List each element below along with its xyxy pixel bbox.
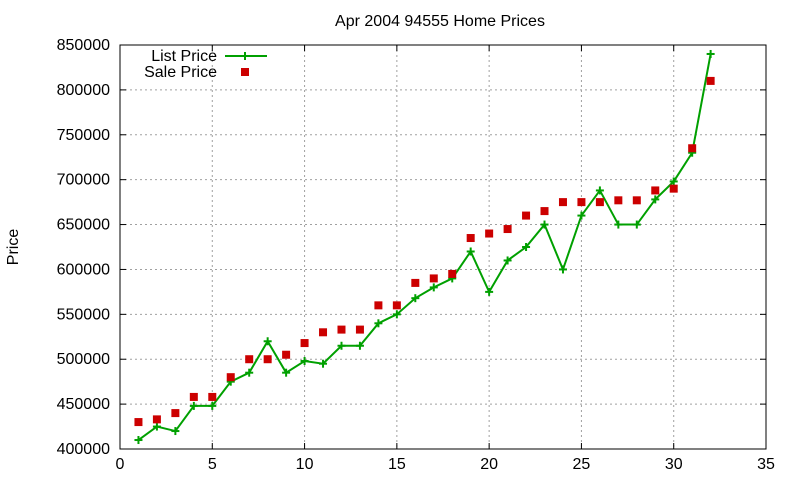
data-point xyxy=(706,49,715,58)
x-tick-label: 30 xyxy=(665,456,683,473)
data-point xyxy=(300,357,309,366)
data-point xyxy=(632,220,641,229)
data-point xyxy=(540,220,549,229)
data-point xyxy=(263,337,272,346)
data-point xyxy=(134,418,143,427)
y-tick-label: 850000 xyxy=(57,37,110,54)
data-point xyxy=(614,220,623,229)
data-point xyxy=(134,436,143,445)
series-list-price xyxy=(134,49,715,445)
y-tick-label: 600000 xyxy=(57,261,110,278)
plot-frame xyxy=(119,44,767,450)
data-point xyxy=(392,310,401,319)
data-point xyxy=(300,339,309,348)
y-tick-label: 550000 xyxy=(57,306,110,323)
x-tick-label: 0 xyxy=(116,456,125,473)
data-point xyxy=(540,207,549,216)
data-point xyxy=(503,256,512,265)
x-tick-label: 35 xyxy=(757,456,775,473)
data-point xyxy=(466,247,475,256)
axis-layer: 0 5 10 15 20 25 30 35 400000 450000 500000 550000 60… xyxy=(57,37,775,473)
x-tick-label: 15 xyxy=(388,456,406,473)
data-point xyxy=(651,186,660,195)
data-point xyxy=(706,76,715,85)
y-axis-label: Price xyxy=(5,229,22,266)
data-point xyxy=(226,373,235,382)
data-point xyxy=(319,359,328,368)
data-point xyxy=(245,368,254,377)
series-layer xyxy=(134,49,715,445)
data-point xyxy=(374,319,383,328)
data-point xyxy=(669,184,678,193)
data-point xyxy=(429,274,438,283)
y-tick-label: 450000 xyxy=(57,396,110,413)
legend-marker xyxy=(241,52,249,60)
y-tick-label: 500000 xyxy=(57,351,110,368)
data-point xyxy=(171,409,180,418)
data-point xyxy=(189,392,198,401)
data-point xyxy=(595,198,604,207)
data-point xyxy=(208,392,217,401)
data-point xyxy=(429,283,438,292)
data-point xyxy=(522,243,531,251)
data-point xyxy=(171,427,180,436)
data-point xyxy=(319,328,328,337)
data-point xyxy=(355,341,364,350)
data-point xyxy=(485,287,494,296)
x-tick-label: 5 xyxy=(208,456,217,473)
x-tick-label: 25 xyxy=(573,456,591,473)
chart-title: Apr 2004 94555 Home Prices xyxy=(335,13,545,30)
y-tick-label: 650000 xyxy=(57,217,110,234)
series-sale-price xyxy=(134,76,715,427)
data-point xyxy=(337,325,346,334)
data-point xyxy=(688,144,697,153)
legend-label: List Price xyxy=(151,48,217,65)
grid-layer xyxy=(120,45,766,449)
data-point xyxy=(558,265,567,274)
data-point xyxy=(651,195,660,204)
data-point xyxy=(411,278,420,287)
y-tick-label: 400000 xyxy=(57,441,110,458)
data-point xyxy=(485,229,494,238)
data-point xyxy=(411,294,420,303)
data-point xyxy=(245,355,254,364)
data-point xyxy=(392,301,401,310)
x-tick-label: 20 xyxy=(480,456,498,473)
data-point xyxy=(355,325,364,334)
y-tick-label: 800000 xyxy=(57,82,110,99)
data-point xyxy=(282,368,291,377)
data-point xyxy=(152,422,161,431)
data-point xyxy=(503,225,512,234)
data-point xyxy=(263,355,272,364)
legend-item: List Price xyxy=(151,48,267,65)
data-point xyxy=(577,211,586,220)
data-point xyxy=(152,415,161,424)
data-point xyxy=(208,401,217,410)
data-point xyxy=(522,211,531,220)
data-point xyxy=(374,301,383,310)
data-point xyxy=(189,401,198,410)
data-point xyxy=(558,198,567,207)
data-point xyxy=(337,341,346,350)
data-point xyxy=(466,234,475,243)
y-tick-label: 750000 xyxy=(57,127,110,144)
data-point xyxy=(577,198,586,207)
data-point xyxy=(632,196,641,205)
legend-label: Sale Price xyxy=(144,64,217,81)
x-tick-label: 10 xyxy=(296,456,314,473)
series-line xyxy=(137,53,712,441)
data-point xyxy=(448,269,457,278)
data-point xyxy=(282,350,291,359)
legend-marker xyxy=(241,68,249,76)
data-point xyxy=(669,177,678,186)
y-tick-label: 700000 xyxy=(57,172,110,189)
data-point xyxy=(595,186,604,195)
data-point xyxy=(614,196,623,205)
legend-item: Sale Price xyxy=(144,64,249,81)
